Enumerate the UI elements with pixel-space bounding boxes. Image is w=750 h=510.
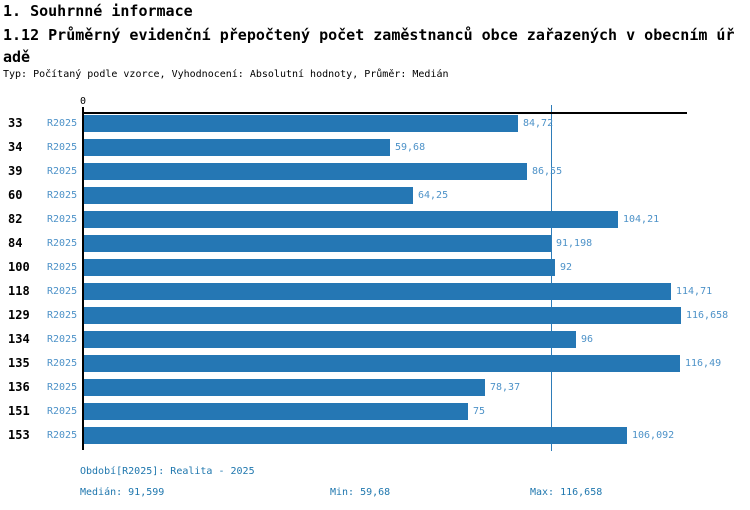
series-label: R2025 <box>47 118 78 129</box>
category-label: 151 <box>8 404 30 418</box>
value-label: 104,21 <box>623 214 660 225</box>
chart-row: 135 R2025 116,49 <box>0 355 750 372</box>
bar <box>84 235 551 252</box>
series-label: R2025 <box>47 166 78 177</box>
chart-row: 82 R2025 104,21 <box>0 211 750 228</box>
bar <box>84 307 681 324</box>
category-label: 33 <box>8 116 23 130</box>
bar <box>84 427 627 444</box>
chart-row: 34 R2025 59,68 <box>0 139 750 156</box>
value-label: 106,092 <box>632 430 675 441</box>
chart-row: 136 R2025 78,37 <box>0 379 750 396</box>
x-axis-line <box>82 112 687 114</box>
bar <box>84 163 527 180</box>
category-label: 84 <box>8 236 23 250</box>
series-label: R2025 <box>47 358 78 369</box>
value-label: 116,658 <box>686 310 729 321</box>
footer-period-label: Období[R2025]: Realita - 2025 <box>80 466 255 477</box>
y-axis-line <box>82 107 84 450</box>
x-axis-zero-label: 0 <box>79 96 87 107</box>
series-label: R2025 <box>47 286 78 297</box>
bar <box>84 187 413 204</box>
category-label: 82 <box>8 212 23 226</box>
chart-row: 153 R2025 106,092 <box>0 427 750 444</box>
series-label: R2025 <box>47 334 78 345</box>
bar <box>84 259 555 276</box>
bar <box>84 355 680 372</box>
category-label: 134 <box>8 332 30 346</box>
category-label: 153 <box>8 428 30 442</box>
series-label: R2025 <box>47 310 78 321</box>
category-label: 118 <box>8 284 30 298</box>
bar <box>84 115 518 132</box>
category-label: 39 <box>8 164 23 178</box>
chart-title: 1.12 Průměrný evidenční přepočtený počet… <box>3 26 735 66</box>
value-label: 78,37 <box>490 382 521 393</box>
footer-median-label: Medián: 91,599 <box>80 487 165 498</box>
value-label: 59,68 <box>395 142 426 153</box>
median-reference-line <box>551 105 552 451</box>
series-label: R2025 <box>47 190 78 201</box>
series-label: R2025 <box>47 214 78 225</box>
series-label: R2025 <box>47 382 78 393</box>
bar <box>84 283 671 300</box>
series-label: R2025 <box>47 406 78 417</box>
value-label: 92 <box>560 262 573 273</box>
footer-min-label: Min: 59,68 <box>330 487 391 498</box>
value-label: 86,55 <box>532 166 563 177</box>
value-label: 75 <box>473 406 486 417</box>
value-label: 91,198 <box>556 238 593 249</box>
category-label: 129 <box>8 308 30 322</box>
bar <box>84 139 390 156</box>
category-label: 100 <box>8 260 30 274</box>
category-label: 34 <box>8 140 23 154</box>
value-label: 114,71 <box>676 286 713 297</box>
chart-row: 118 R2025 114,71 <box>0 283 750 300</box>
category-label: 136 <box>8 380 30 394</box>
bar <box>84 211 618 228</box>
section-title: 1. Souhrnné informace <box>3 2 193 20</box>
series-label: R2025 <box>47 238 78 249</box>
series-label: R2025 <box>47 430 78 441</box>
value-label: 64,25 <box>418 190 449 201</box>
footer-max-label: Max: 116,658 <box>530 487 603 498</box>
series-label: R2025 <box>47 262 78 273</box>
series-label: R2025 <box>47 142 78 153</box>
bar <box>84 331 576 348</box>
chart-row: 39 R2025 86,55 <box>0 163 750 180</box>
category-label: 60 <box>8 188 23 202</box>
chart-row: 84 R2025 91,198 <box>0 235 750 252</box>
chart-row: 134 R2025 96 <box>0 331 750 348</box>
chart-row: 129 R2025 116,658 <box>0 307 750 324</box>
chart-row: 33 R2025 84,72 <box>0 115 750 132</box>
chart-row: 151 R2025 75 <box>0 403 750 420</box>
value-label: 84,72 <box>523 118 554 129</box>
bar <box>84 403 468 420</box>
chart-row: 100 R2025 92 <box>0 259 750 276</box>
bar <box>84 379 485 396</box>
chart-meta: Typ: Počítaný podle vzorce, Vyhodnocení:… <box>3 69 449 80</box>
chart-row: 60 R2025 64,25 <box>0 187 750 204</box>
category-label: 135 <box>8 356 30 370</box>
value-label: 96 <box>581 334 594 345</box>
value-label: 116,49 <box>685 358 722 369</box>
